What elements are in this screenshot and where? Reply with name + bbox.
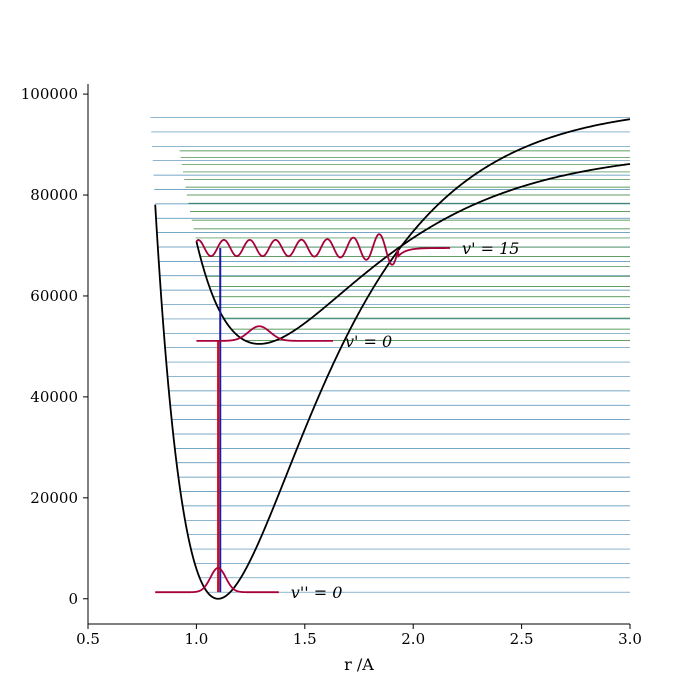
x-tick-label: 0.5: [76, 630, 100, 648]
potential-curves: [154, 118, 631, 600]
x-tick-label: 3.0: [618, 630, 642, 648]
x-ticks: 0.5 1.0 1.5 2.0 2.5 3.0: [76, 624, 642, 648]
state-label: v'' = 0: [291, 583, 343, 602]
excited-state-potential-curve: [195, 163, 631, 345]
transition-lines: [217, 248, 222, 593]
x-axis-label: r /A: [344, 655, 374, 674]
ground-state-potential-curve: [154, 118, 631, 600]
axes: 0.5 1.0 1.5 2.0 2.5 3.0 0 20000 40000 60000 80000…: [21, 84, 642, 674]
state-label: v' = 15: [462, 239, 519, 258]
x-tick-label: 1.5: [293, 630, 317, 648]
wavefunctions: [155, 233, 451, 594]
y-tick-label: 80000: [30, 186, 78, 204]
x-tick-label: 1.0: [184, 630, 208, 648]
y-tick-label: 0: [68, 590, 78, 608]
wavefunction-curve: [196, 325, 333, 342]
y-tick-label: 100000: [21, 85, 78, 103]
ground-vibrational-levels: [150, 117, 630, 593]
state-label: v' = 0: [345, 332, 392, 351]
x-tick-label: 2.5: [510, 630, 534, 648]
wavefunction-curve: [195, 233, 451, 266]
state-labels: v'' = 0 v' = 0 v' = 15: [291, 239, 520, 602]
y-tick-label: 40000: [30, 388, 78, 406]
excited-vibrational-levels: [179, 150, 630, 341]
y-ticks: 0 20000 40000 60000 80000 100000: [21, 85, 88, 608]
x-tick-label: 2.0: [401, 630, 425, 648]
y-tick-label: 20000: [30, 489, 78, 507]
wavefunction-curve: [155, 567, 279, 594]
y-tick-label: 60000: [30, 287, 78, 305]
